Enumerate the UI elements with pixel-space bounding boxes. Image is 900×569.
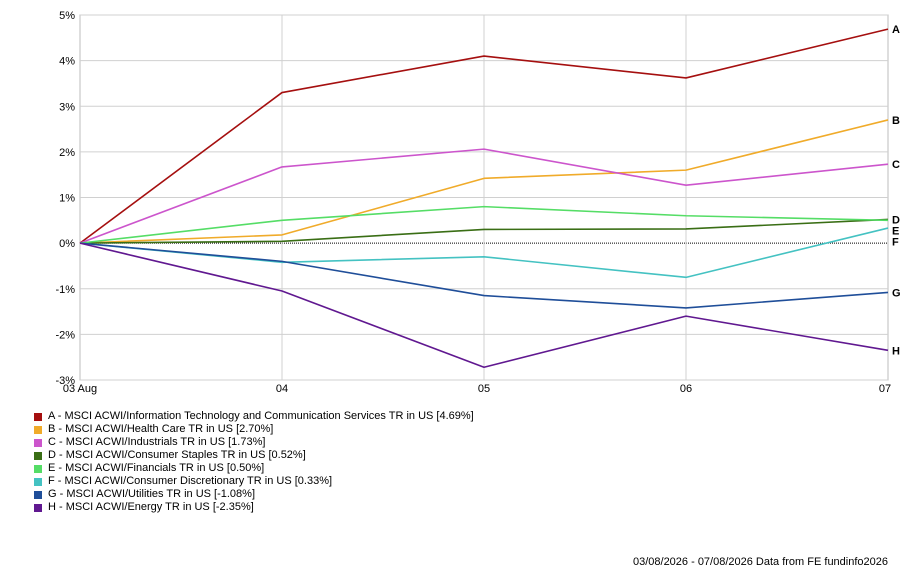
legend-label: D - MSCI ACWI/Consumer Staples TR in US … bbox=[48, 449, 306, 461]
legend-swatch bbox=[34, 490, 42, 499]
end-label-d: D bbox=[892, 214, 900, 226]
line-chart: 5% 4% 3% 2% 1% 0% -1% -2% -3%03 Aug 04 05 06 07 A B C DE… bbox=[55, 10, 900, 395]
y-tick-label: -2% bbox=[55, 329, 75, 341]
legend-swatch bbox=[34, 503, 42, 512]
series-line-g bbox=[79, 242, 889, 309]
legend-item: H - MSCI ACWI/Energy TR in US [-2.35%] bbox=[34, 501, 474, 514]
legend-label: C - MSCI ACWI/Industrials TR in US [1.73… bbox=[48, 436, 266, 448]
y-tick-label: 5% bbox=[59, 10, 75, 22]
legend: A - MSCI ACWI/Information Technology and… bbox=[34, 410, 474, 514]
x-tick-label: 06 bbox=[680, 383, 692, 395]
end-label-h: H bbox=[892, 345, 900, 357]
legend-label: G - MSCI ACWI/Utilities TR in US [-1.08%… bbox=[48, 488, 256, 500]
legend-swatch bbox=[34, 412, 42, 421]
legend-label: F - MSCI ACWI/Consumer Discretionary TR … bbox=[48, 475, 333, 487]
series-line-e bbox=[79, 205, 889, 244]
end-label-g: G bbox=[892, 287, 900, 299]
legend-swatch bbox=[34, 477, 42, 486]
legend-swatch bbox=[34, 425, 42, 434]
end-label-b: B bbox=[892, 115, 900, 127]
y-tick-label: 1% bbox=[59, 193, 75, 205]
series-line-c bbox=[79, 148, 889, 244]
legend-swatch bbox=[34, 451, 42, 460]
legend-label: E - MSCI ACWI/Financials TR in US [0.50%… bbox=[48, 462, 265, 474]
legend-label: B - MSCI ACWI/Health Care TR in US [2.70… bbox=[48, 423, 274, 435]
x-tick-label: 05 bbox=[478, 383, 490, 395]
legend-label: H - MSCI ACWI/Energy TR in US [-2.35%] bbox=[48, 501, 254, 513]
legend-item: D - MSCI ACWI/Consumer Staples TR in US … bbox=[34, 449, 474, 462]
y-tick-label: -1% bbox=[55, 284, 75, 296]
legend-swatch bbox=[34, 438, 42, 447]
series-line-a bbox=[79, 28, 889, 244]
legend-item: E - MSCI ACWI/Financials TR in US [0.50%… bbox=[34, 462, 474, 475]
end-label-e: E bbox=[892, 225, 899, 237]
end-label-a: A bbox=[892, 24, 900, 36]
y-tick-label: 2% bbox=[59, 147, 75, 159]
series-line-h bbox=[79, 242, 889, 369]
legend-label: A - MSCI ACWI/Information Technology and… bbox=[48, 410, 474, 422]
y-tick-label: -3% bbox=[55, 375, 75, 387]
end-label-c: C bbox=[892, 159, 900, 171]
footer-source: 03/08/2026 - 07/08/2026 Data from FE fun… bbox=[632, 556, 888, 568]
legend-swatch bbox=[34, 464, 42, 473]
x-tick-label: 07 bbox=[879, 383, 891, 395]
y-tick-label: 3% bbox=[59, 101, 75, 113]
legend-item: F - MSCI ACWI/Consumer Discretionary TR … bbox=[34, 475, 474, 488]
x-tick-label: 03 Aug bbox=[63, 383, 97, 395]
legend-item: G - MSCI ACWI/Utilities TR in US [-1.08%… bbox=[34, 488, 474, 501]
series-line-d bbox=[79, 218, 889, 244]
y-tick-label: 0% bbox=[59, 238, 75, 250]
series-line-b bbox=[79, 119, 889, 244]
legend-item: C - MSCI ACWI/Industrials TR in US [1.73… bbox=[34, 436, 474, 449]
end-label-f: F bbox=[892, 236, 899, 248]
x-tick-label: 04 bbox=[276, 383, 288, 395]
y-tick-label: 4% bbox=[59, 56, 75, 68]
legend-item: B - MSCI ACWI/Health Care TR in US [2.70… bbox=[34, 423, 474, 436]
legend-item: A - MSCI ACWI/Information Technology and… bbox=[34, 410, 474, 423]
